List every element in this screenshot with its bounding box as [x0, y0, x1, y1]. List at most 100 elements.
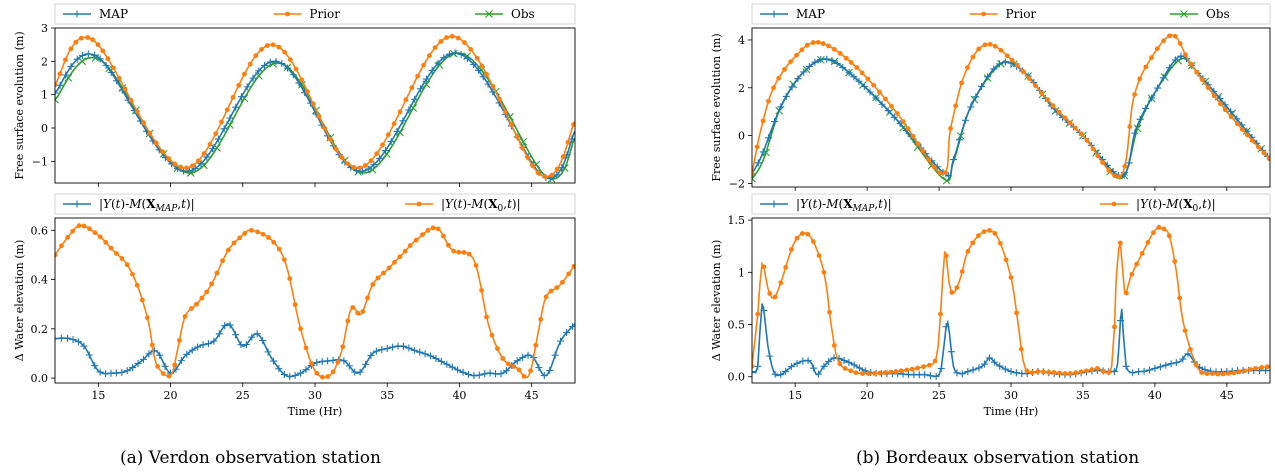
- series-marker-map: [1216, 95, 1224, 103]
- series-marker-prior: [981, 229, 987, 235]
- series-marker-map: [324, 357, 332, 365]
- series-marker-prior: [949, 290, 955, 295]
- series-marker-map: [417, 85, 425, 93]
- series-marker-map: [428, 66, 436, 74]
- series-marker-map: [850, 73, 858, 81]
- series-marker-map: [91, 51, 99, 59]
- series-marker-prior: [415, 73, 421, 79]
- series-marker-map: [1142, 104, 1150, 112]
- series-marker-prior: [992, 230, 998, 236]
- series-marker-prior: [998, 47, 1004, 53]
- series-marker-map: [457, 51, 465, 59]
- series-marker-prior: [1132, 92, 1138, 97]
- series-marker-prior: [177, 338, 182, 343]
- y-tick-label: 1: [41, 89, 48, 102]
- series-marker-prior: [848, 60, 854, 65]
- series-marker-map: [765, 134, 773, 142]
- series-marker-map: [1172, 359, 1180, 367]
- series-marker-prior: [100, 48, 106, 54]
- legend-label: |Y(t)-M(X0,t)|: [1136, 197, 1216, 214]
- series-marker-map: [302, 366, 310, 374]
- series-marker-map: [432, 355, 440, 363]
- series-marker-map: [226, 321, 234, 329]
- series-marker-map: [474, 66, 482, 74]
- series-marker-prior: [1116, 174, 1122, 180]
- series-marker-prior: [184, 165, 189, 171]
- series-marker-prior: [554, 166, 560, 172]
- series-marker-prior: [508, 122, 514, 127]
- series-group: [752, 33, 1270, 185]
- series-marker-prior: [160, 371, 166, 377]
- legend-label: |Y(t)-M(XMAP,t)|: [796, 197, 892, 214]
- series-marker-map: [278, 60, 286, 68]
- series-marker-map: [760, 306, 768, 314]
- series-marker-prior: [1003, 257, 1009, 263]
- series-marker-map: [872, 94, 880, 102]
- series-marker-map: [1201, 366, 1209, 374]
- series-marker-map: [248, 333, 256, 341]
- series-marker-prior: [794, 235, 800, 241]
- series-marker-prior: [474, 55, 480, 61]
- series-marker-map: [156, 351, 164, 359]
- x-axis-label: Time (Hr): [984, 405, 1039, 418]
- series-marker-map: [416, 348, 424, 356]
- series-marker-prior: [105, 56, 111, 62]
- series-marker-map: [74, 338, 82, 346]
- series-marker-prior: [63, 57, 68, 63]
- series-marker-map: [817, 56, 825, 64]
- series-marker-prior: [1237, 369, 1242, 375]
- series-marker-prior: [144, 315, 150, 321]
- series-marker-map: [451, 49, 459, 57]
- series-marker-map: [399, 342, 407, 350]
- series-marker-prior: [959, 80, 965, 86]
- series-marker-map: [955, 136, 963, 144]
- series-marker-map: [289, 71, 297, 79]
- series-marker-prior: [87, 226, 92, 232]
- series-marker-prior: [70, 228, 76, 234]
- series-marker-prior: [1244, 132, 1250, 138]
- series-marker-prior: [804, 42, 810, 48]
- series-marker-map: [387, 137, 395, 145]
- y-tick-label: 0.0: [31, 372, 49, 385]
- series-marker-map: [860, 82, 868, 90]
- series-marker-prior: [368, 158, 374, 164]
- series-marker-prior: [783, 264, 789, 270]
- series-marker-map: [551, 351, 559, 359]
- series-marker-prior: [987, 228, 992, 233]
- series-marker-map: [845, 358, 853, 366]
- series-marker-map: [990, 358, 998, 366]
- series-marker-prior: [1182, 328, 1188, 334]
- series-marker-map: [261, 61, 269, 69]
- series-marker-prior: [386, 265, 392, 271]
- series-marker-map: [421, 350, 429, 358]
- legend-frame: [751, 3, 1271, 25]
- legend: MAP Prior Obs: [751, 3, 1271, 25]
- series-marker-prior: [255, 229, 260, 235]
- legend-marker-prior: [981, 11, 986, 17]
- series-marker-map: [56, 81, 64, 89]
- series-marker-obs: [752, 174, 756, 183]
- series-marker-map: [479, 73, 487, 81]
- legend-marker-map: [770, 200, 778, 208]
- series-marker-prior: [327, 136, 333, 142]
- series-marker-map: [464, 370, 472, 378]
- series-marker-map: [535, 364, 543, 372]
- series-marker-map: [985, 354, 993, 362]
- series-marker-prior: [237, 235, 242, 241]
- y-tick-label: 0.0: [728, 371, 746, 384]
- series-marker-prior: [535, 170, 541, 176]
- series-marker-map: [376, 154, 384, 162]
- y-tick-label: 1: [738, 266, 745, 279]
- series-marker-prior: [1100, 160, 1106, 165]
- series-marker-prior: [381, 270, 386, 276]
- x-tick-label: 35: [1076, 389, 1090, 402]
- series-marker-prior: [782, 66, 787, 72]
- series-marker-map: [1125, 159, 1133, 167]
- series-line-prior: [752, 34, 1270, 178]
- series-marker-prior: [566, 271, 572, 277]
- series-marker-prior: [1151, 230, 1156, 236]
- series-marker-prior: [76, 223, 82, 229]
- series-marker-map: [840, 357, 848, 365]
- series-marker-prior: [264, 43, 270, 48]
- series-marker-map: [67, 62, 75, 70]
